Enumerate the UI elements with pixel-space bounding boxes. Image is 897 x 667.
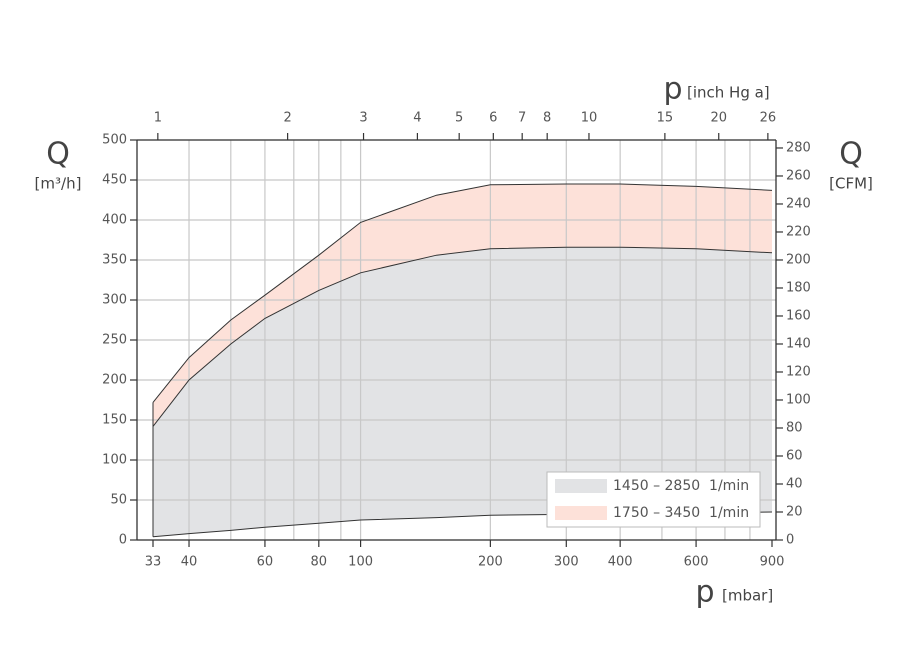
y-tick-label: 300 (102, 293, 127, 308)
y-tick-label: 350 (102, 253, 127, 268)
y2-tick-label: 180 (786, 280, 811, 295)
y-tick-label: 50 (110, 493, 127, 508)
x2-tick-label: 6 (489, 111, 497, 126)
curve (152, 183, 773, 403)
x-tick-label: 33 (145, 555, 162, 570)
curve (152, 246, 773, 427)
y-tick-label: 100 (102, 453, 127, 468)
x2-tick-label: 20 (710, 111, 727, 126)
x2-tick-label: 26 (760, 111, 777, 126)
legend-swatch (555, 506, 607, 520)
y2-unit: [CFM] (829, 175, 873, 193)
y2-tick-label: 40 (786, 476, 803, 491)
x2-tick-label: 5 (455, 111, 463, 126)
x-tick-label: 600 (684, 555, 709, 570)
y2-tick-label: 260 (786, 168, 811, 183)
x2-tick-label: 10 (581, 111, 598, 126)
y2-label: Q (839, 137, 863, 172)
y-tick-label: 0 (119, 533, 127, 548)
y-tick-label: 150 (102, 413, 127, 428)
x-tick-label: 200 (478, 555, 503, 570)
x-tick-label: 400 (608, 555, 633, 570)
y2-tick-label: 20 (786, 504, 803, 519)
y-tick-label: 500 (102, 133, 127, 148)
x2-label: p (663, 72, 682, 107)
y-unit: [m³/h] (35, 175, 82, 193)
y-tick-label: 400 (102, 213, 127, 228)
y2-tick-label: 140 (786, 336, 811, 351)
x-label: p (695, 575, 714, 610)
x2-tick-label: 4 (413, 111, 421, 126)
y2-tick-label: 100 (786, 392, 811, 407)
y2-tick-label: 220 (786, 224, 811, 239)
y2-tick-label: 280 (786, 140, 811, 155)
x2-tick-label: 8 (543, 111, 551, 126)
x-tick-label: 60 (257, 555, 274, 570)
x-tick-label: 80 (311, 555, 328, 570)
x-tick-label: 40 (181, 555, 198, 570)
x-unit: [mbar] (722, 587, 773, 605)
x2-tick-label: 15 (657, 111, 674, 126)
x-tick-label: 300 (554, 555, 579, 570)
x2-unit: [inch Hg a] (687, 84, 770, 102)
y2-tick-label: 0 (786, 533, 794, 548)
y-tick-label: 200 (102, 373, 127, 388)
y2-tick-label: 240 (786, 196, 811, 211)
y-tick-label: 450 (102, 173, 127, 188)
x2-tick-label: 2 (283, 111, 291, 126)
y2-tick-label: 160 (786, 308, 811, 323)
x2-tick-label: 1 (154, 111, 162, 126)
y2-tick-label: 80 (786, 420, 803, 435)
y2-tick-label: 120 (786, 364, 811, 379)
y2-tick-label: 200 (786, 252, 811, 267)
x2-tick-label: 7 (518, 111, 526, 126)
x-tick-label: 900 (760, 555, 785, 570)
y2-tick-label: 60 (786, 448, 803, 463)
legend-label: 1750 – 3450 1/min (613, 505, 749, 521)
y-label: Q (46, 137, 70, 172)
x-tick-label: 100 (348, 555, 373, 570)
x2-tick-label: 3 (359, 111, 367, 126)
legend-label: 1450 – 2850 1/min (613, 478, 749, 494)
area-band (153, 184, 772, 427)
legend-swatch (555, 479, 607, 493)
y-tick-label: 250 (102, 333, 127, 348)
area-band (153, 247, 772, 537)
legend: 1450 – 2850 1/min 1750 – 3450 1/min (546, 471, 761, 528)
